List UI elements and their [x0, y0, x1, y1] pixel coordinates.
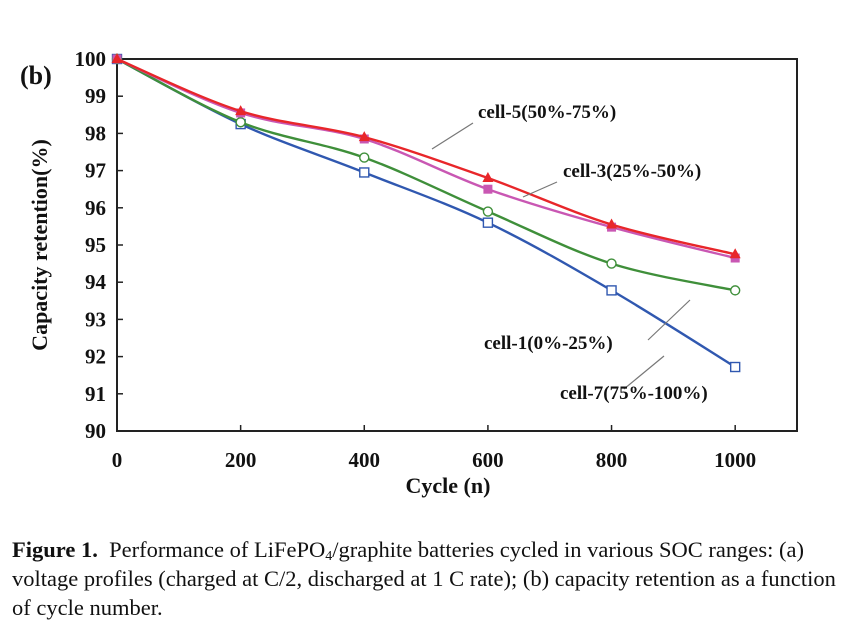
series-line-cell-1: [116, 57, 736, 292]
data-point-cell-7: [729, 361, 741, 373]
x-tick-label: 400: [349, 448, 381, 472]
series-line-cell-3: [116, 57, 736, 260]
x-axis: 0 200 400 600 800 1000: [112, 425, 756, 472]
series-label-cell-3: cell-3(25%-50%): [563, 161, 701, 182]
x-axis-title: Cycle (n): [406, 473, 491, 498]
series-label-cell-1: cell-1(0%-25%): [484, 333, 613, 354]
data-point-cell-1: [606, 258, 617, 269]
data-point-cell-1: [482, 206, 494, 217]
series-cell-5: [111, 53, 741, 259]
data-point-cell-5: [482, 172, 494, 183]
series-layer: [111, 53, 741, 373]
series-line-cell-5: [116, 57, 736, 256]
capacity-retention-chart: 90 91 92 93 94 95 96 97 98 99 100 0 200 400 600 800 100…: [20, 47, 798, 498]
y-axis: 90 91 92 93 94 95 96 97 98 99 100: [75, 47, 123, 443]
y-tick-label: 92: [85, 345, 106, 369]
series-cell-7: [111, 53, 741, 373]
y-tick-label: 97: [85, 159, 106, 183]
leader-line: [431, 122, 474, 150]
data-point-cell-1: [235, 117, 246, 128]
data-point-cell-5: [729, 248, 741, 259]
data-point-cell-1: [359, 152, 370, 163]
y-tick-label: 90: [85, 419, 106, 443]
y-tick-label: 94: [85, 270, 107, 294]
y-axis-title: Capacity retention(%): [27, 139, 52, 351]
y-tick-label: 95: [85, 233, 106, 257]
caption-label: Figure 1.: [12, 537, 98, 562]
y-tick-label: 98: [85, 121, 106, 145]
panel-label: (b): [20, 61, 52, 90]
series-label-cell-7: cell-7(75%-100%): [560, 383, 708, 404]
label-leader-lines: [431, 122, 691, 390]
series-line-cell-7: [116, 57, 736, 369]
data-point-cell-7: [359, 167, 370, 178]
y-tick-label: 100: [75, 47, 107, 71]
caption-subscript: 4: [325, 549, 333, 564]
x-tick-label: 1000: [714, 448, 756, 472]
data-point-cell-1: [729, 285, 741, 296]
caption-text-start: Performance of LiFePO: [109, 537, 326, 562]
y-tick-label: 96: [85, 196, 106, 220]
x-tick-label: 200: [225, 448, 257, 472]
y-tick-label: 91: [85, 382, 106, 406]
data-point-cell-5: [235, 105, 247, 116]
x-tick-label: 600: [472, 448, 504, 472]
series-label-cell-5: cell-5(50%-75%): [478, 102, 616, 123]
leader-line: [623, 355, 665, 390]
leader-line: [647, 299, 691, 341]
data-point-cell-5: [358, 131, 370, 142]
figure-caption: Figure 1. Performance of LiFePO4/graphit…: [12, 535, 852, 622]
data-point-cell-7: [606, 285, 617, 296]
caption-text-end: /graphite batteries cycled in various SO…: [12, 537, 836, 620]
data-point-cell-5: [111, 53, 123, 63]
x-tick-label: 800: [596, 448, 628, 472]
y-tick-label: 99: [85, 84, 106, 108]
y-tick-label: 93: [85, 307, 106, 331]
leader-line: [522, 181, 558, 198]
x-tick-label: 0: [112, 448, 123, 472]
series-cell-3: [112, 54, 740, 263]
data-point-cell-5: [606, 218, 618, 229]
data-point-cell-7: [482, 217, 494, 228]
data-point-cell-3: [483, 184, 493, 194]
